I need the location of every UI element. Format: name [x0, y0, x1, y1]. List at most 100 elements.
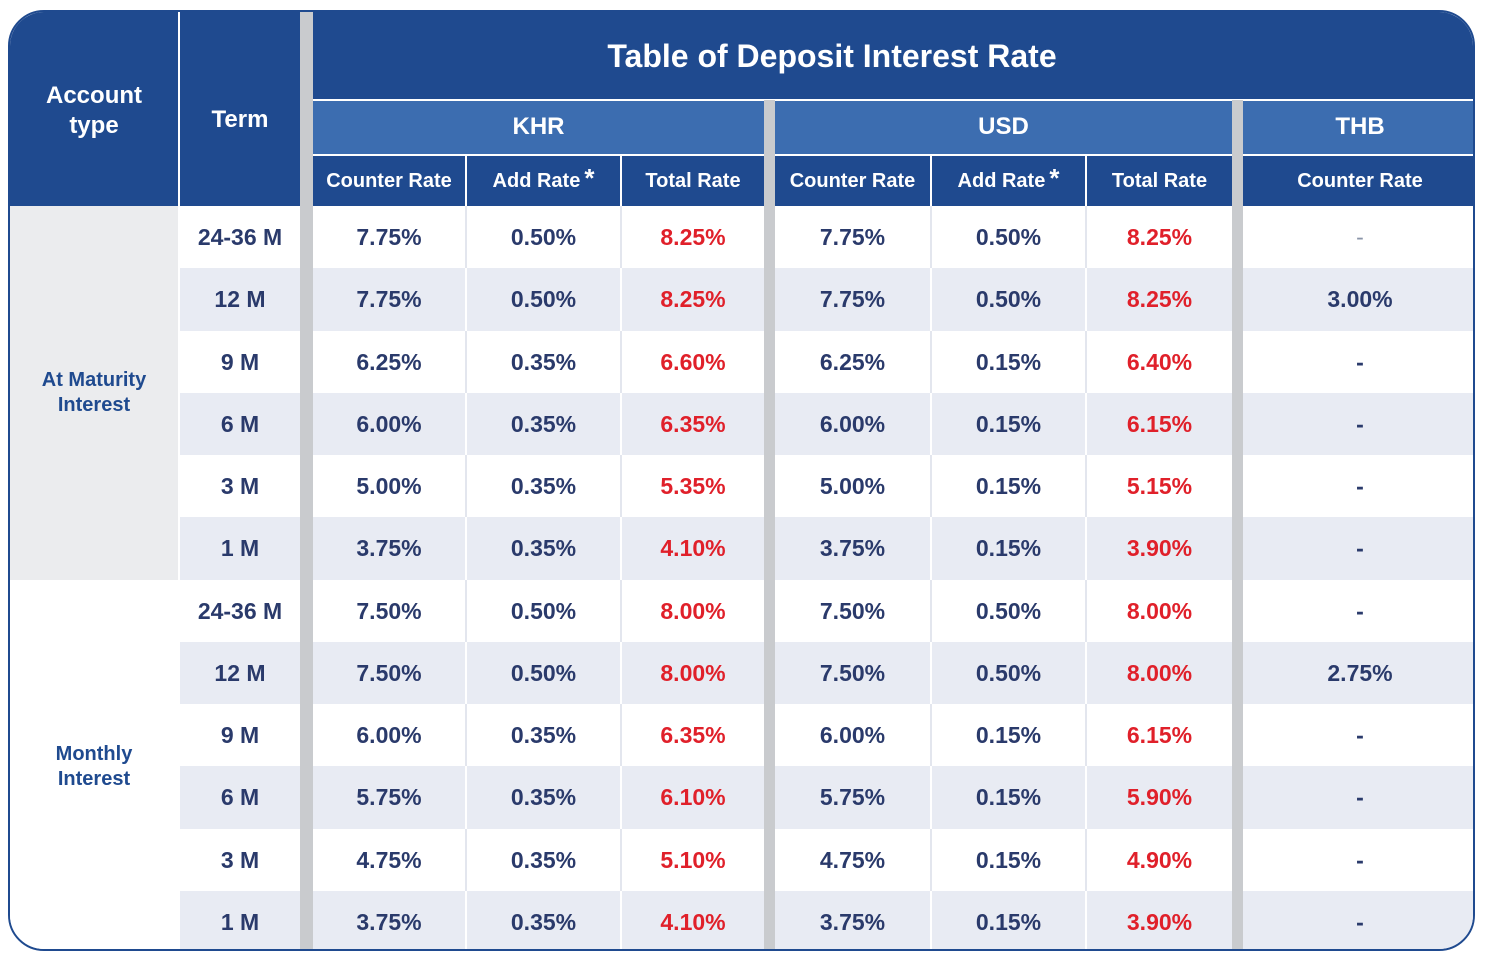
khr-usd-separator [764, 100, 775, 949]
usd-total-rate-cell: 3.90% [1126, 908, 1193, 935]
table-row [180, 455, 1473, 517]
cell-divider [930, 891, 932, 949]
usd-add-rate-cell: 0.15% [975, 846, 1042, 873]
cell-divider [1085, 331, 1087, 393]
cell-divider [930, 704, 932, 766]
cell-divider [465, 331, 467, 393]
term-cell: 9 M [220, 721, 260, 748]
khr-counter-rate-cell: 7.50% [356, 597, 422, 624]
usd-total-rate-label: Total Rate [1111, 169, 1208, 192]
khr-add-rate-cell: 0.35% [510, 784, 577, 810]
cell-divider [465, 642, 467, 704]
usd-counter-rate-cell: 6.00% [819, 410, 886, 437]
khr-counter-rate-cell: 3.75% [356, 908, 422, 935]
thb-counter-rate-cell: - [1356, 784, 1364, 810]
term-header-label: Term [211, 106, 269, 133]
cell-divider [620, 642, 622, 704]
usd-counter-rate-cell: 4.75% [819, 846, 886, 873]
usd-add-rate-cell: 0.15% [975, 721, 1042, 748]
cell-divider [930, 331, 932, 393]
cell-divider [1085, 455, 1087, 517]
term-separator [300, 12, 313, 949]
deposit-rate-table: Account type Term Table of Deposit Inter… [8, 10, 1475, 951]
thb-counter-rate-cell: - [1356, 721, 1364, 748]
khr-total-rate-cell: 6.35% [660, 721, 726, 748]
khr-total-rate-cell: 5.10% [660, 846, 726, 873]
currency-thb-header: THB [1243, 100, 1473, 154]
khr-total-rate-label: Total Rate [645, 169, 741, 192]
usd-counter-rate-cell: 3.75% [819, 535, 886, 561]
header-rule [313, 99, 1473, 101]
table-title-bar: Table of Deposit Interest Rate [313, 12, 1473, 99]
cell-divider [1085, 580, 1087, 642]
header-rule [775, 154, 1232, 156]
cell-divider [930, 642, 932, 704]
usd-total-rate-cell: 8.00% [1126, 659, 1193, 686]
thb-counter-rate-cell: - [1356, 908, 1364, 935]
header-divider [178, 12, 180, 206]
usd-add-rate-cell: 0.15% [975, 410, 1042, 437]
khr-add-rate-cell: 0.50% [510, 659, 577, 686]
cell-divider [620, 829, 622, 891]
thb-counter-rate-header: Counter Rate [1243, 156, 1473, 206]
khr-add-rate-cell: 0.50% [510, 223, 577, 250]
cell-divider [930, 268, 932, 331]
thb-counter-rate-cell: 2.75% [1327, 659, 1393, 686]
usd-add-rate-cell: 0.15% [975, 908, 1042, 935]
khr-total-rate-cell: 8.00% [660, 597, 726, 624]
term-header: Term [180, 12, 300, 206]
table-row [180, 580, 1473, 642]
cell-divider [930, 393, 932, 455]
thb-counter-rate-cell: - [1356, 535, 1364, 561]
cell-divider [930, 455, 932, 517]
usd-total-rate-cell: 3.90% [1126, 535, 1193, 561]
cell-divider [1085, 891, 1087, 949]
thb-counter-rate-cell: 3.00% [1327, 286, 1393, 312]
table-row [180, 393, 1473, 455]
term-cell: 24-36 M [197, 597, 283, 624]
cell-divider [465, 393, 467, 455]
currency-khr-label: KHR [512, 113, 565, 140]
header-rule [1243, 154, 1473, 156]
term-cell: 24-36 M [197, 223, 283, 250]
cell-divider [930, 829, 932, 891]
cell-divider [1085, 642, 1087, 704]
cell-divider [620, 206, 622, 268]
term-cell: 3 M [220, 472, 260, 499]
khr-total-rate-cell: 6.10% [660, 784, 726, 810]
usd-add-rate-cell: 0.15% [975, 535, 1042, 561]
table-title: Table of Deposit Interest Rate [607, 38, 1057, 74]
term-cell: 12 M [214, 659, 266, 686]
cell-divider [465, 891, 467, 949]
khr-add-rate-cell: 0.35% [510, 535, 577, 561]
table-row [180, 891, 1473, 949]
header-cell-divider [620, 156, 622, 206]
cell-divider [930, 766, 932, 829]
thb-counter-rate-cell: - [1356, 472, 1364, 499]
header-cell-divider [930, 156, 932, 206]
cell-divider [620, 704, 622, 766]
khr-total-rate-cell: 6.35% [660, 410, 726, 437]
usd-add-rate-label: Add Rate [957, 169, 1046, 192]
table-row [180, 517, 1473, 580]
usd-add-rate-cell: 0.50% [975, 659, 1042, 686]
table-row [180, 268, 1473, 331]
khr-add-rate-cell: 0.50% [510, 597, 577, 624]
khr-total-rate-cell: 8.00% [660, 659, 726, 686]
khr-counter-rate-label: Counter Rate [326, 169, 452, 192]
cell-divider [1085, 829, 1087, 891]
usd-counter-rate-label: Counter Rate [789, 169, 916, 192]
cell-divider [1085, 206, 1087, 268]
khr-total-rate-cell: 4.10% [660, 908, 726, 935]
usd-add-rate-asterisk: * [1049, 162, 1060, 193]
cell-divider [930, 206, 932, 268]
usd-counter-rate-cell: 6.25% [819, 348, 886, 375]
khr-total-rate-cell: 8.25% [660, 223, 726, 250]
term-cell: 3 M [220, 846, 260, 873]
table-row [180, 704, 1473, 766]
currency-usd-label: USD [978, 113, 1029, 140]
term-cell: 9 M [220, 348, 260, 375]
cell-divider [1085, 268, 1087, 331]
khr-counter-rate-cell: 7.75% [356, 286, 422, 312]
usd-counter-rate-cell: 7.50% [819, 659, 886, 686]
